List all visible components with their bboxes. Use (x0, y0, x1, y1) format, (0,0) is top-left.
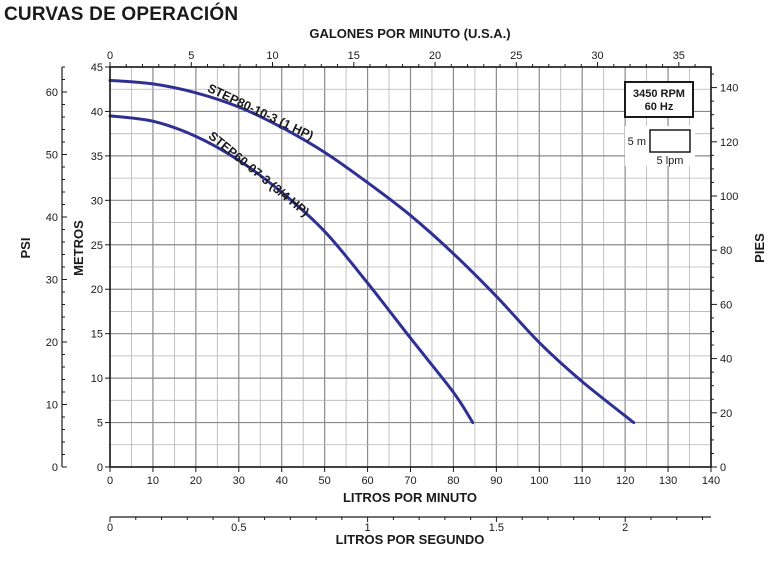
y-m-tick-label: 20 (91, 284, 103, 296)
x-lpm-tick-label: 120 (616, 475, 634, 487)
y-m-tick-label: 30 (91, 195, 103, 207)
chart-title: CURVAS DE OPERACIÓN (4, 4, 239, 25)
y-m-tick-label: 40 (91, 106, 103, 118)
y-psi-tick-label: 30 (46, 275, 58, 287)
legend-speed: 3450 RPM (633, 88, 685, 100)
x-lpm-tick-label: 30 (233, 475, 245, 487)
top-axis-label: GALONES POR MINUTO (U.S.A.) (309, 26, 510, 41)
y-m-tick-label: 5 (97, 418, 103, 430)
y-psi-tick-label: 20 (46, 337, 58, 349)
left-outer-axis-label: PSI (18, 238, 33, 259)
x-gpm-tick-label: 15 (348, 50, 360, 62)
x-lps-tick-label: 1.5 (489, 522, 504, 534)
scale-vertical-label: 5 m (628, 136, 646, 148)
y-psi-tick-label: 60 (46, 87, 58, 99)
x-lps-tick-label: 2 (622, 522, 628, 534)
legend-frequency: 60 Hz (645, 101, 674, 113)
x-gpm-tick-label: 25 (510, 50, 522, 62)
y-psi-tick-label: 50 (46, 150, 58, 162)
scale-legend: 5 m 5 lpm (625, 126, 695, 167)
y-m-tick-label: 10 (91, 373, 103, 385)
bottom2-axis-label: LITROS POR SEGUNDO (336, 532, 485, 547)
axes (61, 62, 717, 522)
x-lps-tick-label: 0 (107, 522, 113, 534)
scale-horizontal-label: 5 lpm (657, 155, 684, 167)
y-ft-tick-label: 80 (720, 245, 732, 257)
x-lpm-tick-label: 130 (659, 475, 677, 487)
x-gpm-tick-label: 35 (673, 50, 685, 62)
y-ft-tick-label: 40 (720, 354, 732, 366)
x-lpm-tick-label: 110 (573, 475, 591, 487)
legend-box: 3450 RPM 60 Hz (624, 81, 694, 118)
x-lpm-tick-label: 0 (107, 475, 113, 487)
x-lpm-tick-label: 20 (190, 475, 202, 487)
curve-label-step60-07-3: STEP60-07-3 (3/4 HP) (206, 129, 312, 220)
x-gpm-tick-label: 30 (591, 50, 603, 62)
y-ft-tick-label: 140 (720, 83, 738, 95)
x-gpm-tick-label: 10 (266, 50, 278, 62)
x-lpm-tick-label: 60 (361, 475, 373, 487)
right-axis-label: PIES (752, 233, 767, 263)
x-lpm-tick-label: 70 (404, 475, 416, 487)
y-ft-tick-label: 100 (720, 191, 738, 203)
curves: STEP80-10-3 (1 HP)STEP60-07-3 (3/4 HP) (108, 78, 636, 425)
y-ft-tick-label: 0 (720, 462, 726, 474)
y-m-tick-label: 35 (91, 151, 103, 163)
x-gpm-tick-label: 0 (107, 50, 113, 62)
x-lpm-tick-label: 140 (702, 475, 720, 487)
curve-step80-10-3 (108, 78, 636, 425)
y-psi-tick-label: 0 (52, 462, 58, 474)
x-lpm-tick-label: 90 (490, 475, 502, 487)
y-m-tick-label: 45 (91, 62, 103, 74)
y-ft-tick-label: 120 (720, 137, 738, 149)
x-lpm-tick-label: 50 (319, 475, 331, 487)
y-psi-tick-label: 10 (46, 400, 58, 412)
y-m-tick-label: 15 (91, 329, 103, 341)
y-ft-tick-label: 20 (720, 408, 732, 420)
x-gpm-tick-label: 20 (429, 50, 441, 62)
y-m-tick-label: 25 (91, 240, 103, 252)
bottom-axis-label: LITROS POR MINUTO (343, 490, 477, 505)
x-lpm-tick-label: 100 (530, 475, 548, 487)
x-lps-tick-label: 0.5 (231, 522, 246, 534)
y-m-tick-label: 0 (97, 462, 103, 474)
curve-step60-07-3 (108, 114, 475, 425)
x-lps-tick-label: 1 (365, 522, 371, 534)
y-ft-tick-label: 60 (720, 299, 732, 311)
x-lpm-tick-label: 80 (447, 475, 459, 487)
x-lpm-tick-label: 40 (276, 475, 288, 487)
y-psi-tick-label: 40 (46, 212, 58, 224)
x-lpm-tick-label: 10 (147, 475, 159, 487)
grid (109, 66, 712, 468)
x-gpm-tick-label: 5 (188, 50, 194, 62)
left-inner-axis-label: METROS (71, 220, 86, 276)
